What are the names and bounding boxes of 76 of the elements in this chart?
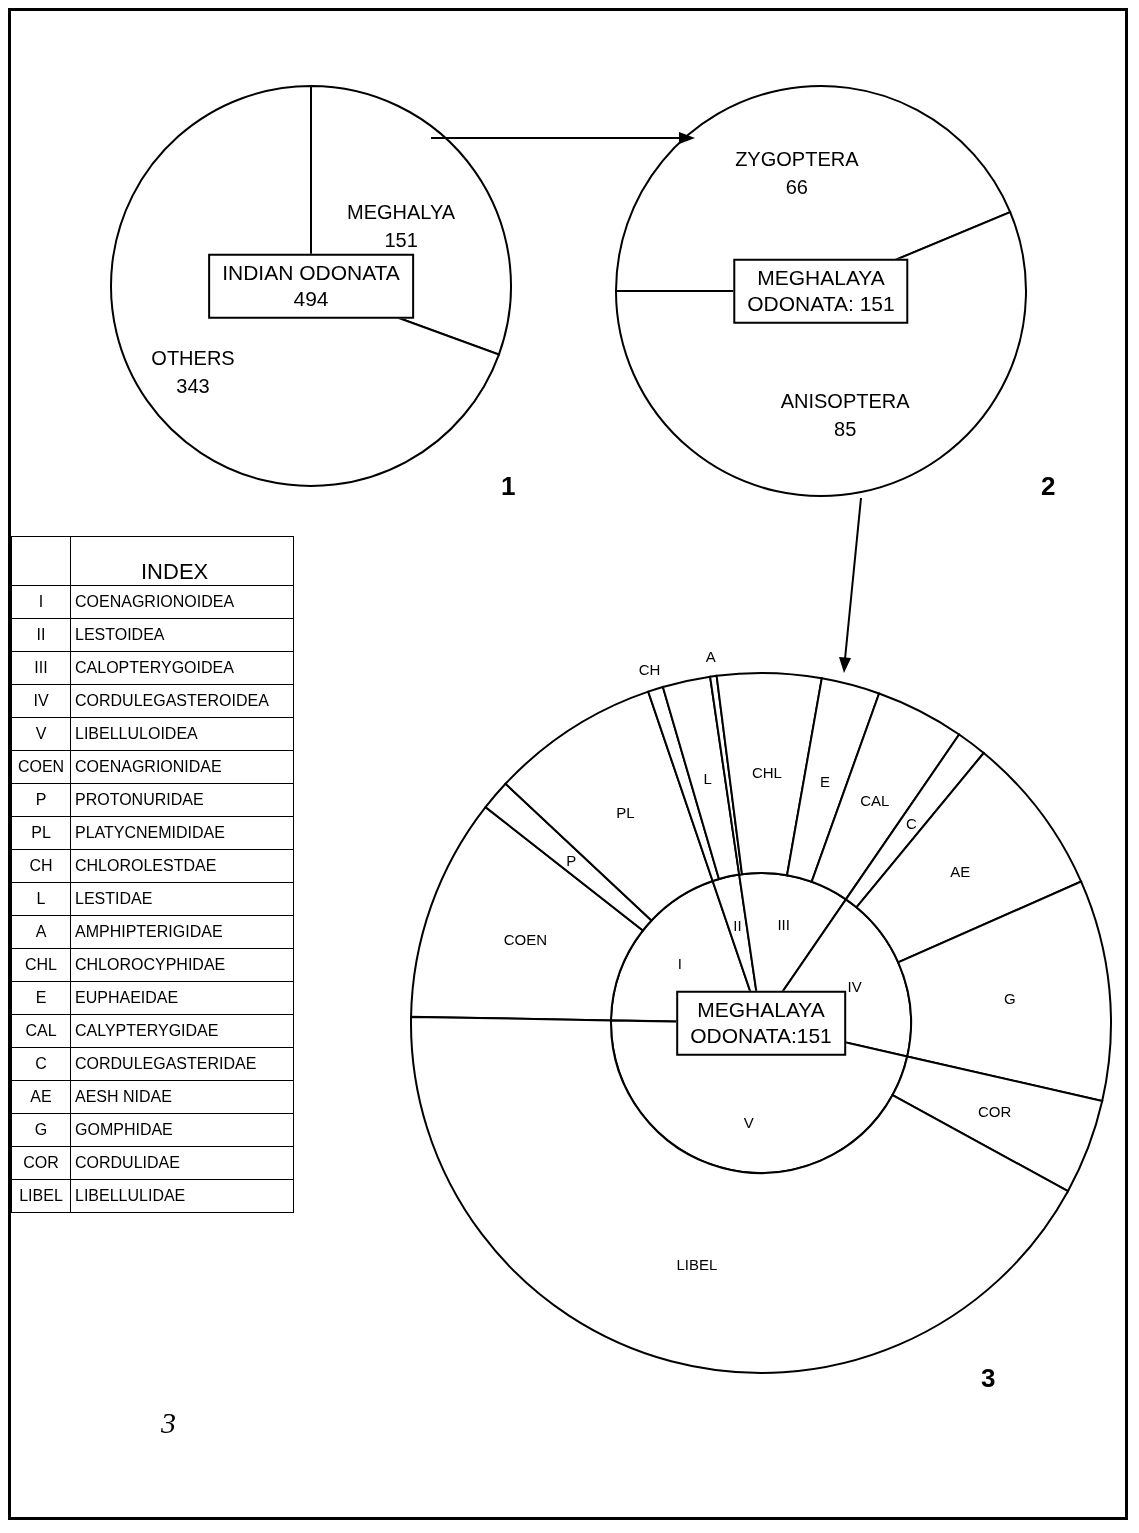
category-label: LESTOIDEA	[75, 626, 165, 643]
category-label: CHLOROLESTDAE	[75, 857, 217, 874]
slice-label: CH	[638, 661, 661, 679]
slice-label: I	[677, 955, 682, 973]
slice-label: A	[705, 647, 716, 665]
slice-label: COEN	[503, 930, 548, 948]
text: INDIAN ODONATA	[222, 259, 400, 286]
slice-label: CAL	[860, 791, 890, 809]
category-label: EUPHAEIDAE	[75, 989, 179, 1006]
category-label: L	[36, 890, 46, 907]
category-label: LIBELLULOIDEA	[75, 725, 198, 742]
category-label: LIBELLULIDAE	[75, 1187, 186, 1204]
slice-label: P	[566, 851, 577, 869]
category-label: V	[35, 725, 47, 742]
data-label: 343	[176, 374, 210, 397]
slice-label: II	[733, 916, 742, 934]
category-label: LESTIDAE	[75, 890, 153, 907]
slice-label: PL	[616, 804, 635, 822]
text: MEGHALAYA	[756, 264, 886, 291]
category-label: G	[34, 1121, 48, 1138]
slice-label: CHL	[751, 764, 782, 782]
text: ODONATA: 151	[747, 291, 895, 317]
data-label: 151	[384, 228, 418, 251]
category-label: P	[35, 791, 47, 808]
category-label: E	[35, 989, 47, 1006]
category-label: PLATYCNEMIDIDAE	[75, 824, 225, 841]
category-label: IV	[33, 692, 49, 709]
category-label: CORDULIDAE	[75, 1154, 180, 1171]
text: 494	[292, 286, 330, 312]
slice-label: IV	[847, 977, 862, 995]
slice-label: OTHERS	[151, 346, 235, 369]
slice-label: COR	[978, 1103, 1012, 1121]
slice-label: LIBEL	[676, 1255, 718, 1273]
data-label: 85	[834, 417, 857, 440]
category-label: CAL	[25, 1022, 57, 1039]
slice-label: III	[777, 916, 790, 934]
slice-label: AE	[950, 863, 971, 881]
category-label: II	[36, 626, 46, 643]
slice-label: V	[743, 1114, 754, 1132]
text: MEGHALAYA	[696, 996, 826, 1023]
category-label: CALYPTERYGIDAE	[75, 1022, 219, 1039]
category-label: AESH NIDAE	[75, 1088, 172, 1105]
text: 1	[501, 471, 516, 502]
slice-label: ZYGOPTERA	[735, 148, 860, 171]
category-label: C	[35, 1055, 47, 1072]
category-label: CORDULEGASTERIDAE	[75, 1055, 257, 1072]
slice-label: G	[1004, 990, 1016, 1008]
text: INDEX	[70, 536, 294, 586]
category-label: CHLOROCYPHIDAE	[75, 956, 226, 973]
category-label: COR	[23, 1154, 59, 1171]
category-label: CHL	[24, 956, 57, 973]
text: 3	[981, 1363, 996, 1394]
category-label: LIBEL	[19, 1187, 63, 1204]
category-label: AMPHIPTERIGIDAE	[75, 923, 223, 940]
text: 3	[161, 1406, 176, 1440]
category-label: PL	[31, 824, 51, 841]
text: ODONATA:151	[690, 1023, 832, 1049]
category-label: CALOPTERYGOIDEA	[75, 659, 234, 676]
category-label: AE	[30, 1088, 52, 1105]
slice-label: E	[820, 772, 831, 790]
category-label: CORDULEGASTEROIDEA	[75, 692, 269, 709]
category-label: CH	[29, 857, 53, 874]
category-label: COEN	[17, 758, 65, 775]
category-label: A	[35, 923, 47, 940]
text: 2	[1041, 471, 1056, 502]
category-label: GOMPHIDAE	[75, 1121, 173, 1138]
category-label: III	[34, 659, 48, 676]
slice-label: C	[906, 814, 918, 832]
category-label: COENAGRIONIDAE	[75, 758, 222, 775]
category-label: PROTONURIDAE	[75, 791, 204, 808]
slice-label: MEGHALYA	[347, 200, 456, 223]
category-label: COENAGRIONOIDEA	[75, 593, 235, 610]
category-label: I	[38, 593, 44, 610]
slice-label: ANISOPTERA	[780, 389, 911, 412]
slice-label: L	[703, 770, 712, 788]
data-label: 66	[785, 176, 808, 199]
